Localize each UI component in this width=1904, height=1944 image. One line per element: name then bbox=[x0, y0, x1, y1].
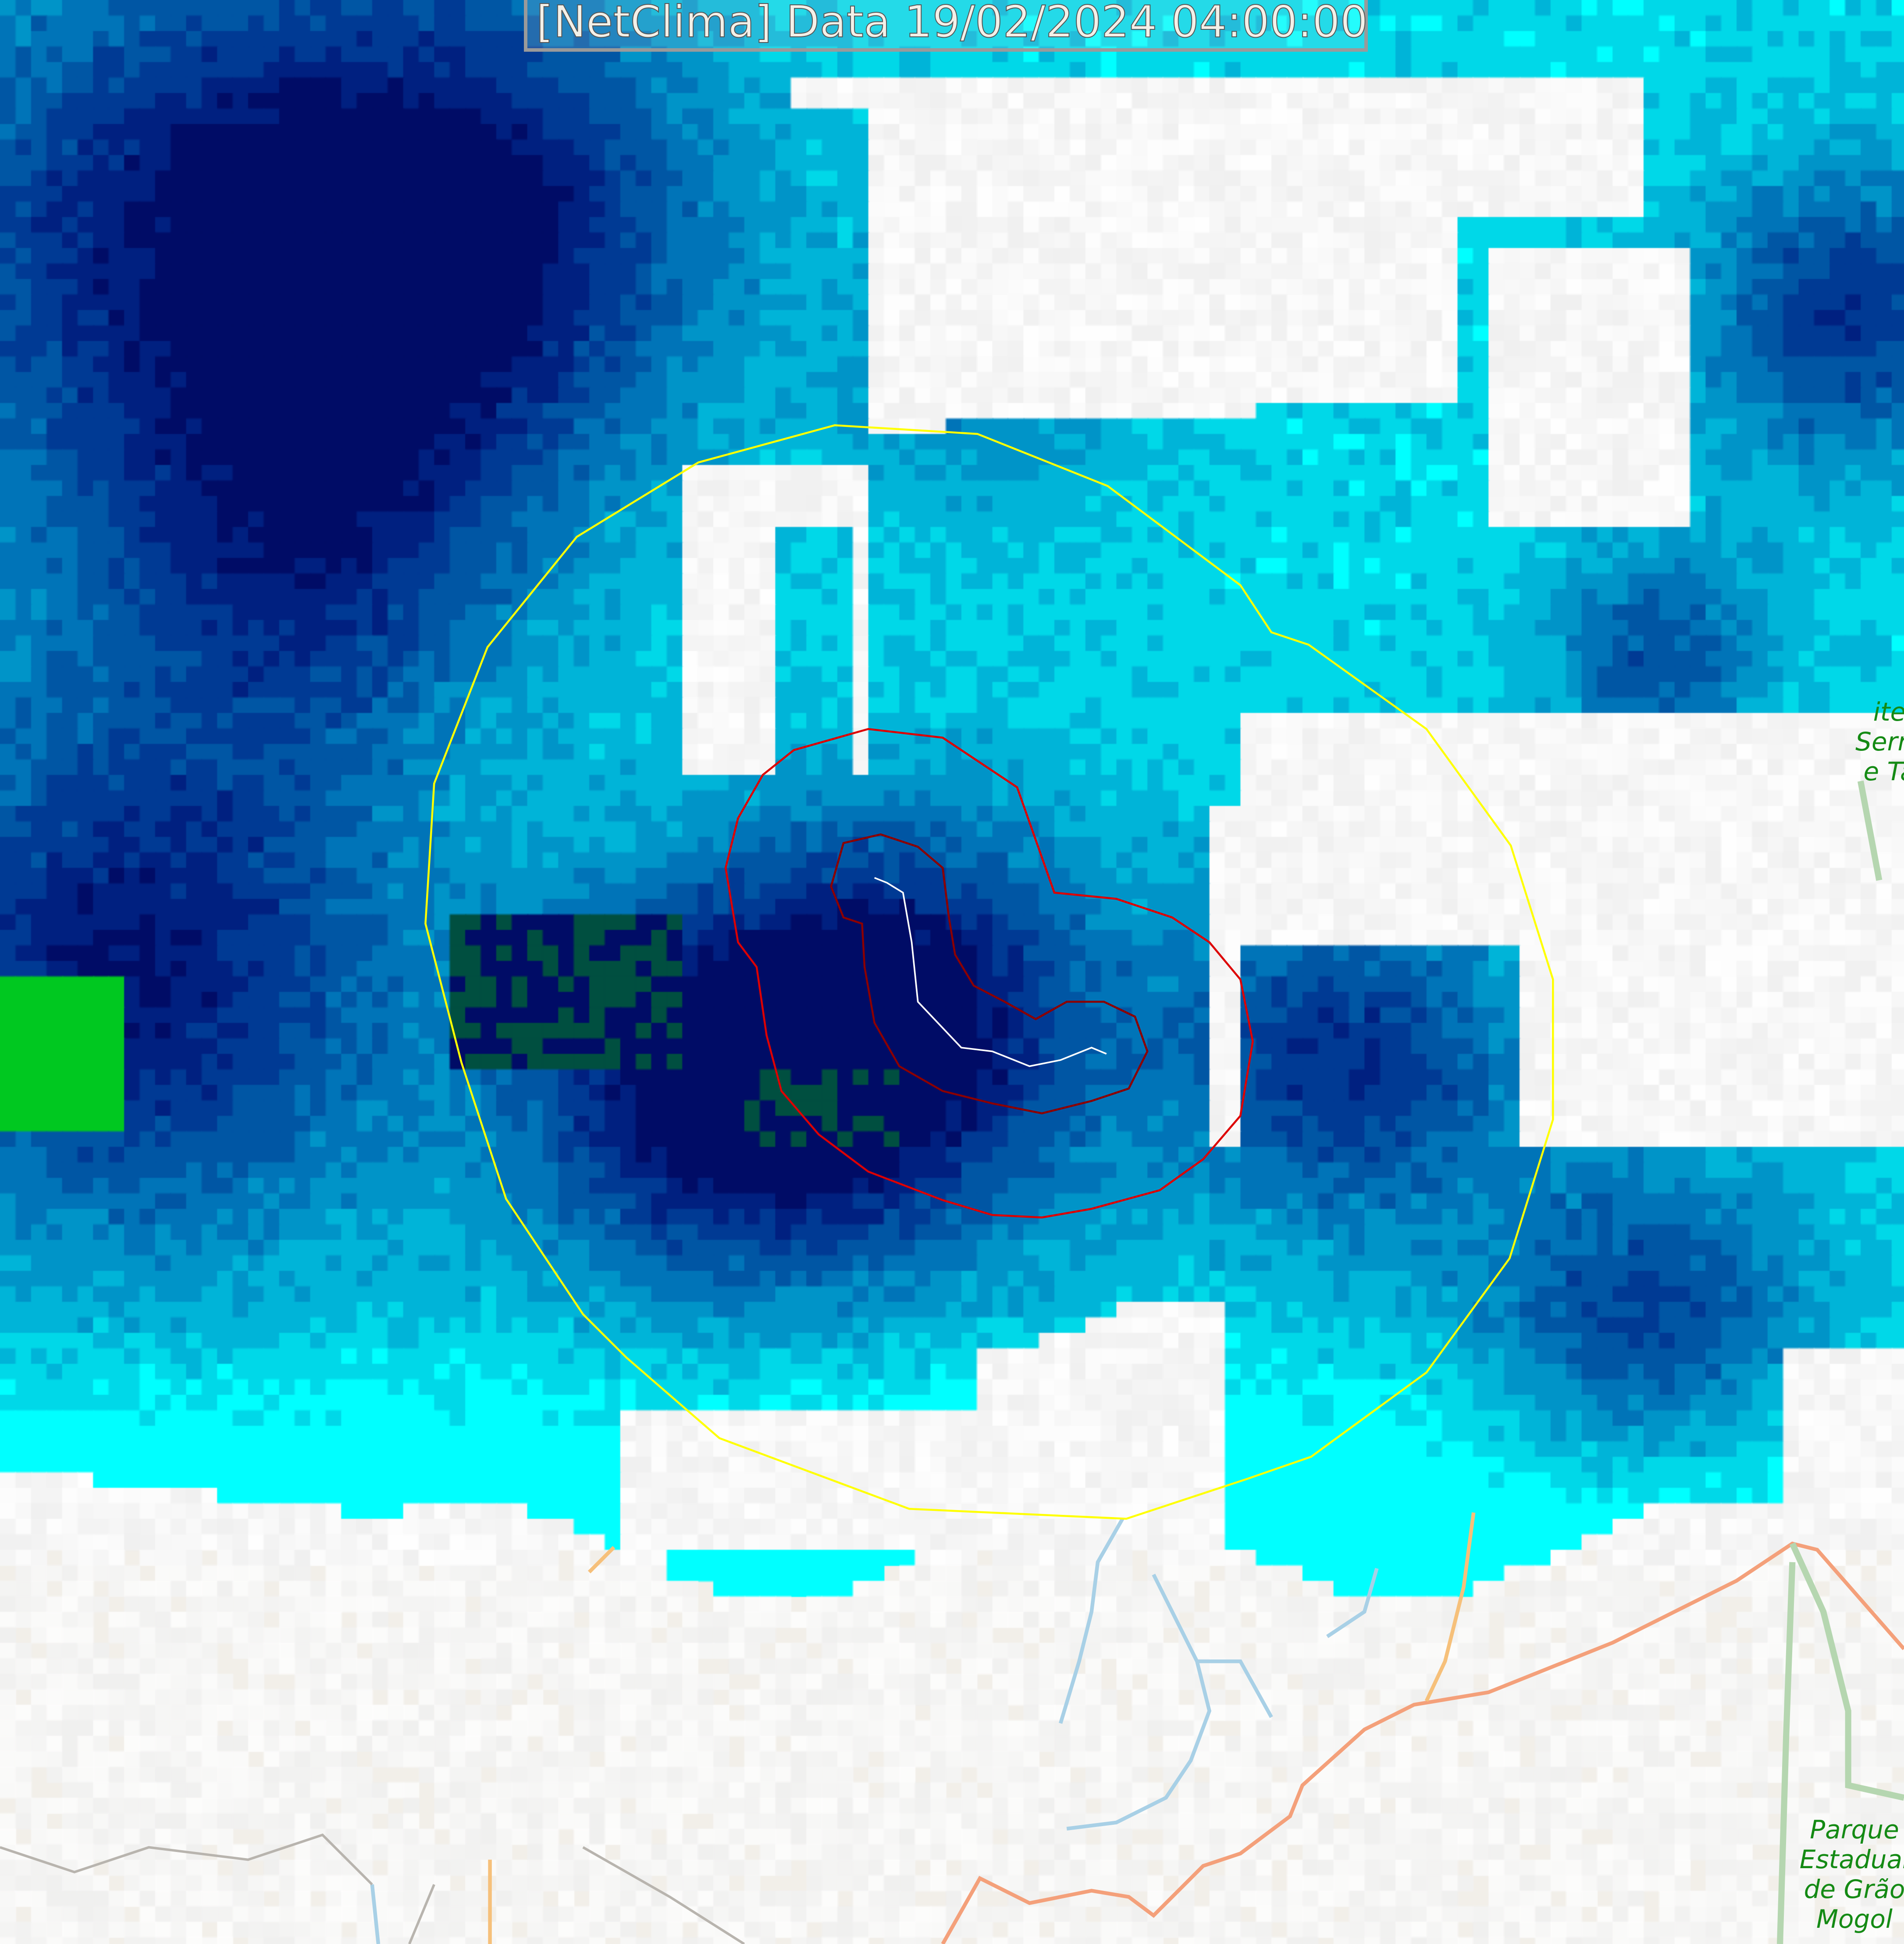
municipal-border bbox=[0, 1833, 373, 1886]
municipal-border bbox=[408, 1884, 435, 1944]
secondary-road bbox=[587, 1546, 616, 1574]
storm-track bbox=[874, 877, 1107, 1067]
secondary-road bbox=[1424, 1512, 1476, 1702]
storm-outer-contour bbox=[724, 728, 1254, 1219]
park-label-line: Estadual bbox=[1799, 1844, 1904, 1874]
park-label-line: de Grão bbox=[1804, 1874, 1904, 1904]
storm-inner-contour bbox=[830, 833, 1149, 1115]
park-label-line: ite bbox=[1873, 697, 1904, 727]
park-border bbox=[1789, 1542, 1904, 1801]
park-label-line: e Ta bbox=[1863, 757, 1904, 786]
roads bbox=[488, 1512, 1904, 1944]
borders bbox=[0, 780, 1904, 1944]
park-label-serra: ite Serra e Ta bbox=[1846, 697, 1904, 786]
radar-range-ring bbox=[424, 424, 1554, 1520]
river bbox=[1197, 1659, 1273, 1718]
rivers bbox=[370, 1518, 1379, 1944]
timestamp-title: [NetClima] Data 19/02/2024 04:00:00 bbox=[524, 0, 1368, 52]
park-border bbox=[1858, 780, 1883, 881]
river bbox=[1326, 1567, 1379, 1638]
river bbox=[1059, 1518, 1125, 1724]
river bbox=[370, 1884, 381, 1944]
river bbox=[1066, 1574, 1212, 1831]
park-label-line: Mogol bbox=[1816, 1904, 1893, 1934]
park-label-grao-mogol: Parque Estadual de Grão Mogol bbox=[1797, 1815, 1904, 1934]
park-label-line: Parque bbox=[1810, 1815, 1899, 1844]
park-label-line: Serra bbox=[1855, 727, 1904, 757]
main-road bbox=[941, 1541, 1904, 1944]
municipal-border bbox=[582, 1846, 745, 1944]
park-border bbox=[1776, 1562, 1796, 1944]
